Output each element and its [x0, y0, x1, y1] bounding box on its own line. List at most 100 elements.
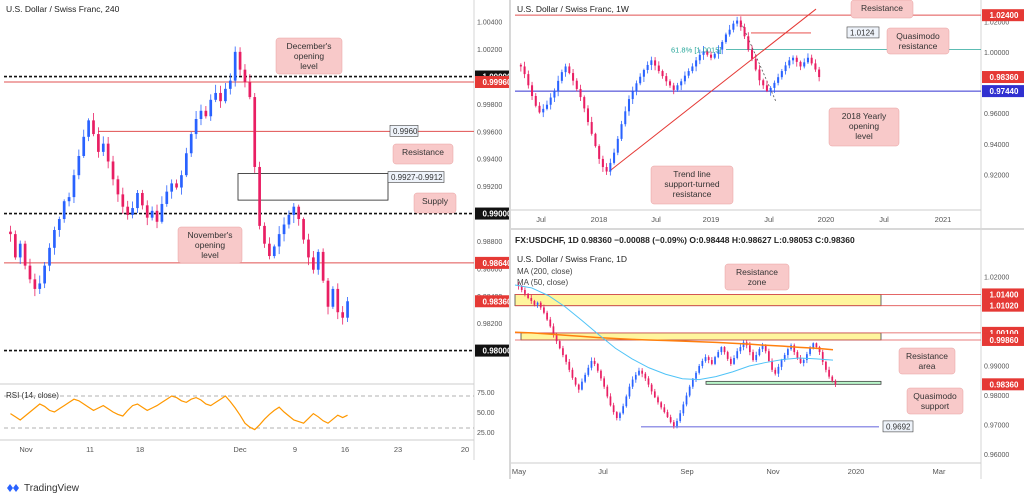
daily-candle	[733, 358, 735, 364]
h4-chart[interactable]: 1.00400 1.00200 0.99800 0.99600 0.99400 0.992…	[0, 0, 509, 479]
daily-x-tick-label: Sep	[680, 467, 693, 476]
h4-callout-december-opening	[275, 37, 343, 75]
daily-candle	[783, 355, 786, 361]
weekly-candle	[803, 62, 806, 67]
weekly-candle	[583, 97, 586, 109]
h4-candle	[277, 234, 281, 247]
daily-callout-quasimodo-support-text: Quasimodo	[913, 391, 957, 401]
daily-candle	[764, 345, 767, 352]
weekly-candle	[654, 60, 657, 66]
weekly-candle	[549, 97, 552, 105]
h4-callout-november-opening	[177, 226, 243, 264]
weekly-x-tick-label: Jul	[764, 215, 774, 224]
h4-candle	[126, 206, 130, 215]
weekly-candle	[586, 108, 590, 123]
weekly-candle	[780, 71, 783, 78]
weekly-candle	[572, 73, 575, 81]
weekly-candle	[777, 77, 780, 83]
weekly-candle	[639, 76, 642, 84]
daily-candle	[622, 406, 625, 414]
h4-x-tick-label: Nov	[19, 445, 33, 454]
weekly-candle	[762, 80, 765, 86]
weekly-candle	[538, 105, 541, 113]
weekly-chart-panel[interactable]: 1.02000 1.00000 0.96000 0.94000 0.92000 U.S. …	[511, 0, 1024, 228]
daily-candle	[669, 417, 672, 423]
daily-candle	[726, 352, 729, 359]
h4-candle	[145, 205, 149, 218]
weekly-x-tick-label: 2019	[703, 215, 720, 224]
weekly-candle	[642, 69, 645, 77]
daily-candle	[704, 357, 707, 361]
daily-candle	[634, 374, 637, 380]
daily-chart[interactable]: 1.02000 0.99000 0.98000 0.97000 0.96000 FX:US…	[511, 230, 1024, 479]
daily-candle	[577, 384, 580, 390]
h4-callout-resistance	[392, 143, 454, 165]
daily-candle	[615, 412, 618, 419]
h4-candle	[38, 283, 42, 289]
weekly-chart[interactable]: 1.02000 1.00000 0.96000 0.94000 0.92000 U.S. …	[511, 0, 1024, 228]
h4-box-0.9960-text: 0.9960	[393, 127, 418, 136]
daily-candle	[825, 361, 827, 370]
weekly-price-tag-0.97440: 0.97440	[990, 87, 1019, 96]
daily-candle	[536, 302, 539, 305]
weekly-candle	[773, 82, 776, 88]
weekly-candle	[560, 72, 563, 81]
daily-candle	[701, 360, 704, 366]
h4-candle	[292, 206, 296, 215]
h4-candle	[160, 203, 164, 222]
h4-chart-panel[interactable]: 1.00400 1.00200 0.99800 0.99600 0.99400 0.992…	[0, 0, 509, 479]
daily-candle	[647, 378, 650, 385]
weekly-callout-resistance	[850, 0, 914, 19]
weekly-candle	[687, 71, 690, 76]
weekly-title: U.S. Dollar / Swiss Franc, 1W	[517, 4, 629, 14]
h4-box-supply-range	[387, 171, 445, 183]
panel-divider-vertical	[509, 0, 511, 479]
rsi-tick-label: 75.00	[477, 390, 495, 397]
daily-candle	[720, 347, 723, 353]
weekly-candle	[736, 20, 739, 24]
h4-callout-november-opening-text: level	[201, 250, 219, 260]
daily-candle	[666, 412, 669, 418]
daily-candle	[723, 347, 726, 353]
h4-candle	[287, 214, 291, 225]
daily-chart-panel[interactable]: 1.02000 0.99000 0.98000 0.97000 0.96000 FX:US…	[511, 230, 1024, 479]
h4-candle	[248, 82, 252, 98]
weekly-candle	[616, 138, 619, 153]
weekly-y-tick-label: 0.92000	[984, 172, 1009, 179]
daily-resistance-zone	[514, 294, 882, 307]
weekly-callout-resistance-text: Resistance	[861, 3, 903, 13]
daily-candle	[562, 348, 564, 356]
h4-candle	[184, 153, 188, 176]
daily-candle	[612, 405, 615, 413]
daily-candle	[695, 372, 697, 379]
daily-price-tag-0.99860: 0.99860	[990, 336, 1019, 345]
h4-candle	[77, 156, 81, 176]
daily-candle	[758, 349, 761, 356]
weekly-candle	[609, 162, 612, 172]
h4-candle	[9, 231, 12, 235]
daily-price-tag-1.01400: 1.01400	[990, 290, 1019, 299]
h4-x-tick-label: 11	[86, 445, 94, 454]
weekly-candle	[598, 146, 601, 159]
daily-candle	[771, 360, 773, 370]
h4-y-tick-label: 0.99200	[477, 184, 502, 191]
weekly-candle	[743, 27, 746, 37]
h4-callout-resistance-text: Resistance	[402, 147, 444, 157]
daily-candle	[729, 358, 732, 364]
daily-candle	[685, 395, 688, 405]
daily-candle	[707, 357, 710, 361]
daily-candle	[793, 345, 796, 353]
weekly-callout-quasimodo-text: Quasimodo	[896, 31, 940, 41]
weekly-candle	[564, 66, 567, 73]
daily-candle	[625, 396, 628, 407]
daily-price-tag-1.01400-bg	[982, 288, 1024, 301]
weekly-candle	[534, 96, 537, 106]
h4-candle	[199, 110, 203, 119]
daily-candle	[549, 319, 552, 327]
weekly-candle	[769, 87, 772, 91]
h4-candle	[233, 51, 237, 81]
daily-candle	[527, 293, 529, 298]
h4-candle	[141, 193, 144, 206]
tradingview-logo[interactable]: TradingView	[6, 482, 79, 494]
weekly-candle	[765, 85, 768, 91]
